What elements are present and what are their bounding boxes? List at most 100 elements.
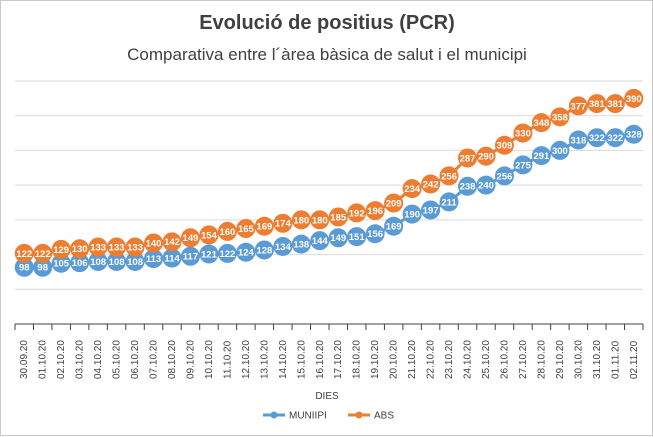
data-point[interactable] — [587, 94, 607, 114]
data-point[interactable] — [107, 252, 127, 272]
data-point[interactable] — [70, 239, 90, 259]
data-point[interactable] — [217, 243, 237, 263]
data-point[interactable] — [531, 146, 551, 166]
data-point[interactable] — [107, 237, 127, 257]
data-point[interactable] — [402, 204, 422, 224]
legend-marker — [355, 411, 363, 419]
legend-marker — [270, 411, 278, 419]
x-tick-label: 15.10.20 — [296, 340, 307, 379]
data-point[interactable] — [88, 252, 108, 272]
data-point[interactable] — [531, 113, 551, 133]
data-point[interactable] — [568, 96, 588, 116]
data-point[interactable] — [254, 240, 274, 260]
data-point[interactable] — [513, 123, 533, 143]
legend-label: ABS — [374, 411, 394, 422]
data-point[interactable] — [51, 239, 71, 259]
data-point[interactable] — [365, 224, 385, 244]
data-point[interactable] — [494, 135, 514, 155]
data-point[interactable] — [14, 257, 34, 277]
data-label: 174 — [275, 219, 292, 230]
data-label: 108 — [90, 257, 106, 268]
data-point[interactable] — [273, 213, 293, 233]
data-point[interactable] — [347, 227, 367, 247]
data-point[interactable] — [70, 253, 90, 273]
data-point[interactable] — [328, 228, 348, 248]
data-point[interactable] — [624, 88, 644, 108]
data-point[interactable] — [14, 243, 34, 263]
data-point[interactable] — [605, 94, 625, 114]
legend-item-muniipi[interactable]: MUNIIPI — [263, 411, 327, 422]
data-point[interactable] — [125, 252, 145, 272]
data-point[interactable] — [624, 124, 644, 144]
data-label: 151 — [349, 232, 366, 243]
data-point[interactable] — [236, 242, 256, 262]
data-point[interactable] — [162, 248, 182, 268]
data-label: 98 — [37, 263, 48, 274]
data-label: 133 — [109, 242, 125, 253]
data-point[interactable] — [33, 257, 53, 277]
data-label: 144 — [312, 236, 329, 247]
data-point[interactable] — [236, 219, 256, 239]
data-point[interactable] — [439, 166, 459, 186]
data-point[interactable] — [328, 207, 348, 227]
data-point[interactable] — [365, 201, 385, 221]
data-point[interactable] — [402, 179, 422, 199]
data-point[interactable] — [217, 221, 237, 241]
data-point[interactable] — [291, 234, 311, 254]
data-point[interactable] — [421, 174, 441, 194]
data-point[interactable] — [568, 130, 588, 150]
data-point[interactable] — [605, 128, 625, 148]
data-point[interactable] — [51, 253, 71, 273]
data-point[interactable] — [144, 233, 164, 253]
data-point[interactable] — [199, 244, 219, 264]
x-tick-label: 01.10.20 — [38, 340, 49, 379]
x-tick-label: 26.10.20 — [499, 340, 510, 379]
data-point[interactable] — [550, 107, 570, 127]
data-point[interactable] — [180, 246, 200, 266]
data-point[interactable] — [310, 231, 330, 251]
data-label: 234 — [404, 184, 421, 195]
data-label: 309 — [497, 141, 513, 152]
legend-item-abs[interactable]: ABS — [348, 411, 394, 422]
data-point[interactable] — [125, 237, 145, 257]
data-label: 105 — [53, 259, 70, 270]
data-point[interactable] — [254, 216, 274, 236]
data-point[interactable] — [144, 249, 164, 269]
data-point[interactable] — [421, 200, 441, 220]
data-label: 122 — [35, 249, 51, 260]
series-abs: 122 122 129 130 133 133 133 140 142 149 154 160 165 1… — [14, 88, 644, 263]
data-label: 197 — [423, 205, 439, 216]
data-point[interactable] — [273, 236, 293, 256]
data-point[interactable] — [33, 243, 53, 263]
x-tick-label: 23.10.20 — [444, 340, 455, 379]
data-point[interactable] — [458, 148, 478, 168]
data-label: 108 — [109, 257, 125, 268]
data-point[interactable] — [384, 216, 404, 236]
data-point[interactable] — [384, 193, 404, 213]
data-label: 211 — [441, 197, 457, 208]
data-point[interactable] — [162, 232, 182, 252]
x-tick-label: 12.10.20 — [241, 340, 252, 379]
legend[interactable]: MUNIIPI ABS — [263, 411, 394, 422]
data-point[interactable] — [310, 210, 330, 230]
x-tick-label: 19.10.20 — [370, 340, 381, 379]
data-point[interactable] — [458, 176, 478, 196]
data-point[interactable] — [439, 192, 459, 212]
data-point[interactable] — [476, 175, 496, 195]
data-point[interactable] — [199, 225, 219, 245]
data-point[interactable] — [550, 140, 570, 160]
x-tick-label: 29.10.20 — [555, 340, 566, 379]
x-tick-label: 21.10.20 — [407, 340, 418, 379]
data-point[interactable] — [180, 228, 200, 248]
data-label: 114 — [164, 253, 180, 264]
data-label: 169 — [386, 222, 402, 233]
data-point[interactable] — [347, 203, 367, 223]
data-point[interactable] — [476, 146, 496, 166]
data-point[interactable] — [494, 166, 514, 186]
x-axis-title: DIES — [315, 391, 339, 402]
data-label: 185 — [330, 212, 347, 223]
data-point[interactable] — [88, 237, 108, 257]
data-point[interactable] — [513, 155, 533, 175]
data-point[interactable] — [291, 210, 311, 230]
data-point[interactable] — [587, 128, 607, 148]
